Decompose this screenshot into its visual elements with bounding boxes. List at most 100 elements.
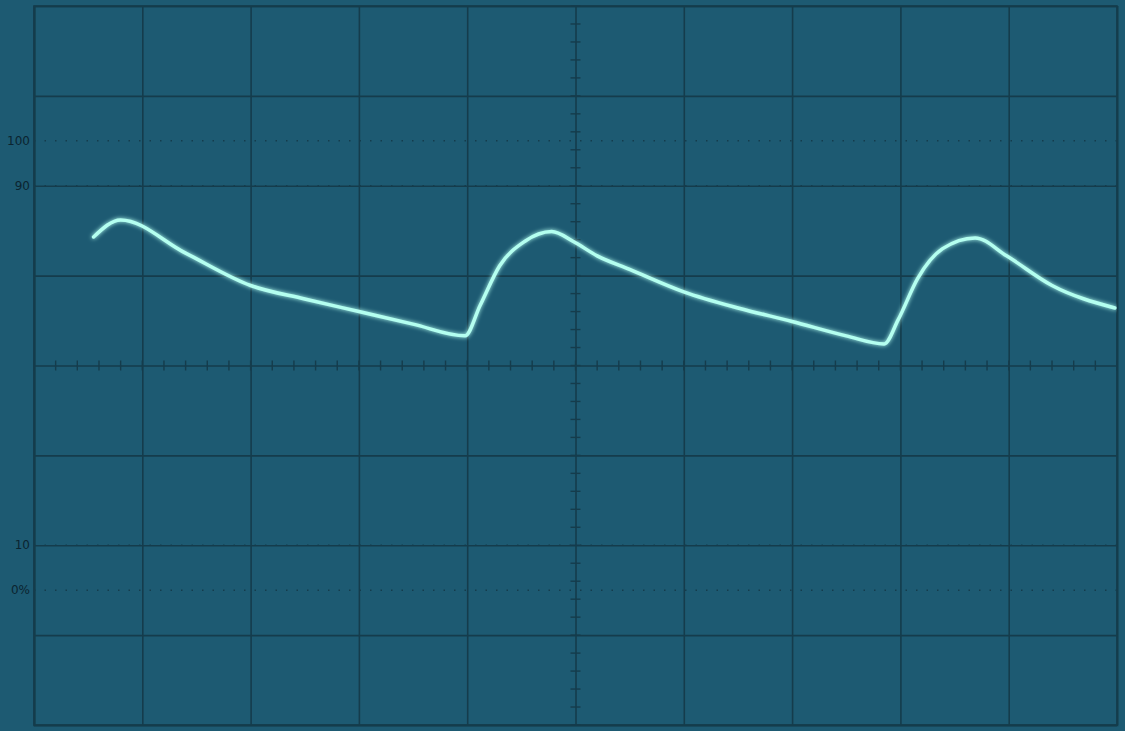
minor-tick — [571, 706, 581, 707]
minor-tick — [571, 634, 581, 635]
minor-tick — [358, 361, 359, 371]
minor-tick — [445, 361, 446, 371]
scope-screen: 10090100% — [0, 0, 1125, 731]
y-grid-line — [34, 635, 1117, 637]
annotation-label: 90 — [15, 179, 30, 193]
minor-tick — [272, 361, 273, 371]
y-grid-line — [34, 455, 1117, 457]
y-grid — [34, 455, 1117, 456]
minor-tick — [571, 419, 581, 420]
minor-tick — [835, 361, 836, 371]
minor-tick — [571, 275, 581, 276]
annotation-label: 0% — [11, 583, 30, 597]
minor-tick — [571, 455, 581, 456]
minor-tick — [596, 361, 597, 371]
y-grid — [34, 96, 1117, 97]
y-axis — [34, 7, 1117, 726]
plot — [34, 6, 1118, 726]
minor-tick — [142, 361, 143, 371]
minor-tick — [163, 361, 164, 371]
y-grid-line — [34, 275, 1117, 277]
minor-tick — [571, 293, 581, 294]
minor-tick — [55, 361, 56, 371]
minor-tick — [571, 652, 581, 653]
y-grid — [34, 635, 1117, 636]
minor-tick — [1008, 361, 1009, 371]
minor-tick — [571, 401, 581, 402]
minor-tick — [488, 361, 489, 371]
minor-tick — [571, 724, 581, 725]
minor-tick — [571, 113, 581, 114]
minor-tick — [571, 149, 581, 150]
minor-tick — [33, 361, 34, 371]
minor-tick — [943, 361, 944, 371]
annotation-line — [34, 185, 1117, 186]
minor-tick — [531, 361, 532, 371]
minor-tick — [571, 688, 581, 689]
minor-tick — [571, 95, 581, 96]
minor-tick — [705, 361, 706, 371]
minor-tick — [571, 167, 581, 168]
traces — [94, 220, 1115, 344]
minor-tick — [856, 361, 857, 371]
minor-tick — [1095, 361, 1096, 371]
minor-tick — [571, 41, 581, 42]
minor-tick — [571, 77, 581, 78]
minor-tick — [120, 361, 121, 371]
annotation-line — [34, 545, 1117, 546]
minor-tick — [467, 361, 468, 371]
annotation-line — [34, 589, 1117, 590]
minor-tick — [986, 361, 987, 371]
x-axis-line — [35, 6, 1118, 726]
y-axis-line — [35, 7, 1118, 726]
minor-tick — [250, 361, 251, 371]
y-grid — [34, 545, 1117, 546]
minor-tick — [571, 203, 581, 204]
minor-tick — [571, 581, 581, 582]
minor-tick — [571, 473, 581, 474]
minor-tick — [571, 131, 581, 132]
minor-tick — [571, 598, 581, 599]
minor-tick — [337, 361, 338, 371]
minor-tick — [228, 361, 229, 371]
minor-tick — [571, 329, 581, 330]
minor-tick — [1073, 361, 1074, 371]
graticule-minor — [34, 6, 1117, 725]
minor-tick — [770, 361, 771, 371]
minor-tick — [571, 347, 581, 348]
minor-tick — [791, 361, 792, 371]
minor-tick — [571, 545, 581, 546]
minor-tick — [402, 361, 403, 371]
x-axis — [35, 6, 1118, 726]
minor-tick — [571, 670, 581, 671]
minor-tick — [571, 257, 581, 258]
minor-tick — [965, 361, 966, 371]
y-grid — [34, 276, 1117, 277]
minor-tick — [661, 361, 662, 371]
minor-tick — [571, 616, 581, 617]
background — [0, 0, 1125, 731]
minor-tick — [1030, 361, 1031, 371]
minor-tick — [571, 221, 581, 222]
minor-tick — [571, 527, 581, 528]
minor-tick — [293, 361, 294, 371]
minor-tick — [571, 5, 581, 6]
minor-tick — [748, 361, 749, 371]
minor-tick — [185, 361, 186, 371]
y-grid-line — [34, 185, 1117, 187]
minor-tick — [571, 437, 581, 438]
minor-tick — [510, 361, 511, 371]
minor-tick — [571, 383, 581, 384]
minor-tick — [207, 361, 208, 371]
y-grid-line — [34, 545, 1117, 547]
minor-tick — [571, 185, 581, 186]
minor-tick — [380, 361, 381, 371]
minor-tick — [553, 361, 554, 371]
minor-tick — [571, 365, 581, 366]
minor-tick — [683, 361, 684, 371]
minor-tick — [571, 311, 581, 312]
minor-tick — [571, 23, 581, 24]
minor-tick — [1116, 361, 1117, 371]
minor-tick — [571, 59, 581, 60]
minor-tick — [900, 361, 901, 371]
